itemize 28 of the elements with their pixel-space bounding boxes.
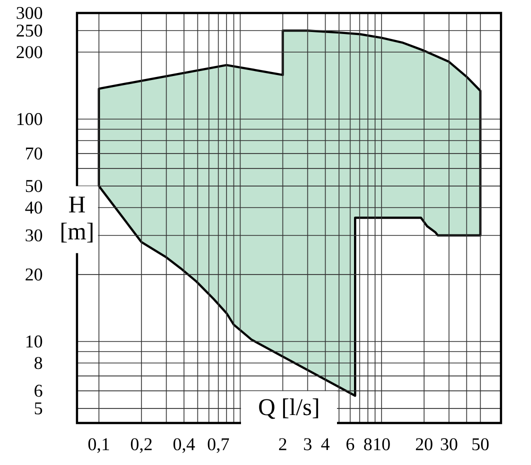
y-tick-label: 300	[16, 6, 42, 20]
x-tick-label: 0,1	[88, 438, 110, 453]
y-tick-label: 5	[34, 402, 42, 414]
x-tick-label: 0,4	[173, 438, 195, 453]
y-tick-label: 70	[26, 148, 42, 160]
y-tick-label: 200	[16, 46, 42, 58]
x-tick-label: 2	[279, 438, 286, 450]
y-tick-label: 250	[16, 24, 42, 37]
x-tick-label: 6	[346, 438, 354, 450]
x-tick-label: 4	[321, 438, 330, 450]
y-axis-title: H [m]	[62, 196, 92, 243]
y-tick-label: 30	[26, 229, 42, 242]
x-tick-label: 30	[440, 438, 458, 450]
x-tick-label: 50	[472, 438, 489, 450]
x-tick-label: 3	[304, 438, 312, 450]
y-tick-label: 8	[34, 356, 42, 370]
y-tick-label: 40	[25, 202, 42, 214]
y-tick-label: 10	[26, 335, 42, 348]
x-tick-label: 20	[416, 438, 432, 450]
y-tick-label: 100	[17, 113, 42, 126]
y-tick-label: 6	[34, 384, 42, 397]
x-tick-label: 0,7	[208, 438, 230, 453]
y-tick-label: 50	[26, 180, 42, 192]
x-axis-title: Q [l/s]	[259, 398, 318, 419]
x-tick-label: 10	[374, 438, 390, 450]
x-tick-label: 0,2	[130, 438, 152, 453]
y-tick-label: 20	[26, 268, 42, 281]
x-tick-label: 8	[364, 438, 372, 450]
